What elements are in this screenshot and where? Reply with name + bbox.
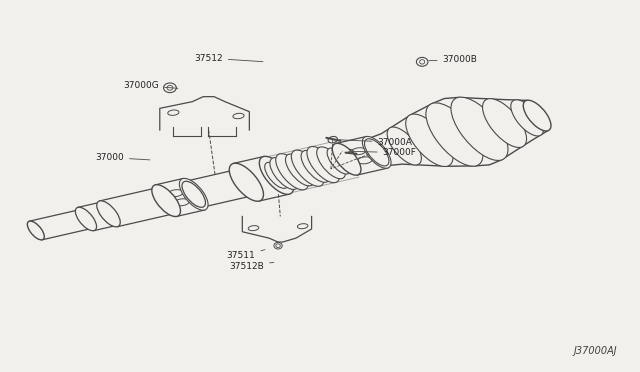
Polygon shape [312,146,342,182]
Ellipse shape [365,139,389,166]
Polygon shape [156,179,204,217]
Polygon shape [401,116,446,167]
Polygon shape [490,98,532,145]
Polygon shape [29,210,92,240]
Ellipse shape [426,103,483,166]
Polygon shape [78,202,116,231]
Polygon shape [504,99,540,140]
Polygon shape [273,155,303,190]
Polygon shape [367,135,401,167]
Polygon shape [100,188,175,227]
Ellipse shape [164,83,176,93]
Ellipse shape [182,181,205,207]
Ellipse shape [235,169,258,195]
Polygon shape [185,169,255,207]
Text: 37000F: 37000F [348,148,417,157]
Ellipse shape [168,110,179,115]
Ellipse shape [154,187,178,214]
Polygon shape [289,151,319,187]
Ellipse shape [233,113,244,119]
Polygon shape [330,147,355,174]
Ellipse shape [332,143,361,175]
Text: 37511: 37511 [227,250,265,260]
Ellipse shape [511,100,543,136]
Polygon shape [390,122,431,167]
Ellipse shape [76,207,97,231]
Polygon shape [474,97,522,152]
Ellipse shape [317,147,346,179]
Ellipse shape [98,202,119,225]
Ellipse shape [259,156,294,194]
Ellipse shape [328,137,337,143]
Polygon shape [445,96,501,164]
Ellipse shape [77,209,95,228]
Ellipse shape [298,224,308,229]
Text: 37000: 37000 [95,153,150,162]
Ellipse shape [524,100,551,131]
Ellipse shape [168,190,183,197]
Ellipse shape [335,147,358,172]
Ellipse shape [270,158,299,189]
Ellipse shape [28,221,44,240]
Ellipse shape [451,97,508,160]
Text: 37512: 37512 [194,54,263,62]
Ellipse shape [357,157,372,164]
Ellipse shape [174,199,189,206]
Ellipse shape [362,137,391,168]
Ellipse shape [351,148,366,155]
Polygon shape [280,153,311,189]
Ellipse shape [97,201,120,227]
Ellipse shape [179,178,208,210]
Polygon shape [304,148,335,183]
Ellipse shape [307,147,340,183]
Text: 37000A: 37000A [339,138,412,147]
Ellipse shape [327,148,351,174]
Polygon shape [460,96,512,158]
Ellipse shape [387,127,421,165]
Ellipse shape [229,163,264,201]
Text: 37000B: 37000B [429,55,477,64]
Polygon shape [336,137,387,175]
Polygon shape [267,159,294,190]
Ellipse shape [265,162,288,188]
Polygon shape [380,129,416,166]
Ellipse shape [483,99,527,147]
Ellipse shape [152,185,180,217]
Ellipse shape [248,226,259,231]
Polygon shape [411,110,460,168]
Polygon shape [516,99,548,134]
Ellipse shape [276,154,308,190]
Ellipse shape [417,57,428,66]
Ellipse shape [285,154,314,186]
Text: J37000AJ: J37000AJ [573,346,617,356]
Text: 37512B: 37512B [229,262,274,270]
Ellipse shape [274,242,282,249]
Ellipse shape [406,114,453,167]
Ellipse shape [301,150,330,182]
Text: 37000G: 37000G [124,81,178,90]
Ellipse shape [291,150,324,186]
Polygon shape [422,105,475,167]
Polygon shape [234,157,289,201]
Polygon shape [296,150,327,185]
Ellipse shape [344,150,353,156]
Polygon shape [321,147,349,177]
Polygon shape [433,99,489,167]
